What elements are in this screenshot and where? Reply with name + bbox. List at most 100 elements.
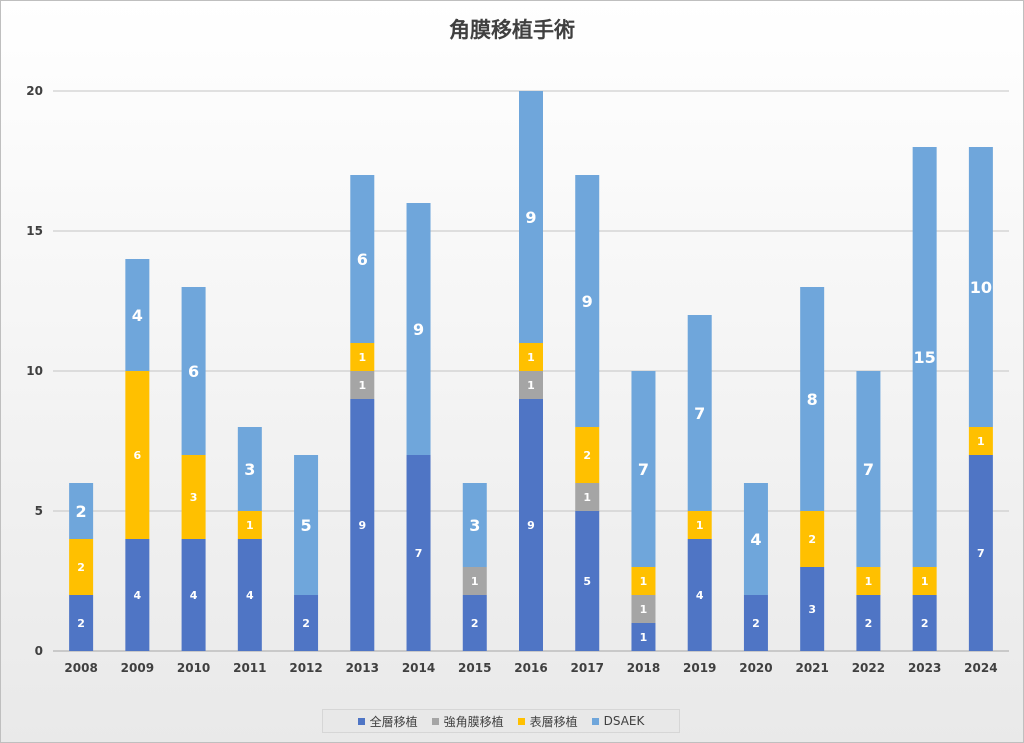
bar-segment [125, 259, 150, 371]
legend-swatch [431, 717, 439, 725]
bar-segment [237, 427, 262, 511]
data-label: 7 [863, 460, 874, 479]
bar-segment [294, 455, 319, 595]
bar-segment [631, 371, 656, 567]
x-tick-label: 2015 [458, 661, 491, 675]
data-label: 2 [77, 617, 85, 630]
data-label: 1 [583, 491, 591, 504]
data-label: 1 [865, 575, 873, 588]
data-label: 2 [76, 502, 87, 521]
x-axis-ticks: 2008 2009 2010 2011 2012 2013 2014 2015 2016 2017… [64, 661, 997, 675]
bar-segment [631, 595, 656, 623]
legend-label: 全層移植 [369, 714, 418, 729]
data-label: 9 [413, 320, 424, 339]
data-label: 6 [188, 362, 199, 381]
bars: 2 2 2 4 6 4 4 3 6 4 1 3 2 5 9 1 1 6 7 9 2 1 3 9 1 1 9 5 1 2 9 1 1 1 7 4 1 7 2 4… [69, 91, 993, 651]
chart-title: 角膜移植手術 [449, 18, 575, 42]
bar-segment [237, 539, 262, 651]
data-label: 3 [244, 460, 255, 479]
bar-segment [519, 371, 543, 399]
x-tick-label: 2014 [402, 661, 435, 675]
bar-segment [237, 511, 262, 539]
x-tick-label: 2022 [852, 661, 885, 675]
bar-segment [69, 483, 94, 539]
legend-label: 強角膜移植 [443, 714, 504, 729]
data-label: 9 [527, 519, 535, 532]
data-label: 4 [190, 589, 198, 602]
bar-segment [968, 455, 993, 651]
bar-segment [968, 147, 993, 427]
data-label: 9 [525, 208, 536, 227]
bar-segment [687, 539, 712, 651]
bar-segment [519, 91, 543, 343]
x-tick-label: 2019 [683, 661, 716, 675]
data-label: 1 [246, 519, 254, 532]
bar-segment [631, 567, 656, 595]
data-label: 1 [921, 575, 929, 588]
bar-segment [406, 203, 431, 455]
x-tick-label: 2018 [627, 661, 660, 675]
data-label: 7 [694, 404, 705, 423]
data-label: 1 [696, 519, 704, 532]
data-label: 9 [358, 519, 366, 532]
bar-segment [968, 427, 993, 455]
bar-segment [69, 595, 94, 651]
bar-segment [575, 511, 600, 651]
bar-segment [856, 371, 881, 567]
bar-segment [350, 343, 375, 371]
bar-segment [743, 483, 768, 595]
bar-segment [181, 455, 206, 539]
data-label: 1 [358, 379, 366, 392]
bar-segment [350, 175, 375, 343]
y-tick-label: 10 [26, 364, 43, 378]
data-label: 4 [750, 530, 761, 549]
bar-segment [181, 287, 206, 455]
data-label: 2 [471, 617, 479, 630]
bar-segment [912, 147, 937, 567]
data-label: 1 [640, 631, 648, 644]
legend-swatch [517, 717, 525, 725]
bar-segment [519, 399, 543, 651]
data-label: 7 [977, 547, 985, 560]
y-axis-ticks: 0 5 10 15 20 [26, 84, 43, 658]
bar-segment [350, 371, 375, 399]
bar-segment [912, 595, 937, 651]
x-tick-label: 2012 [289, 661, 322, 675]
bar-segment [743, 595, 768, 651]
bar-segment [125, 371, 150, 539]
bar-segment [575, 483, 600, 511]
y-tick-label: 15 [26, 224, 43, 238]
data-label: 10 [970, 278, 992, 297]
bar-segment [462, 483, 487, 567]
data-label: 3 [190, 491, 198, 504]
bar-segment [856, 567, 881, 595]
legend-item-dsaek: DSAEK [591, 714, 644, 728]
bar-segment [800, 567, 825, 651]
bar-segment [69, 539, 94, 595]
legend-label: 表層移植 [529, 714, 578, 729]
bar-segment [462, 595, 487, 651]
bar-segment [181, 539, 206, 651]
y-tick-label: 5 [35, 504, 43, 518]
legend-swatch [357, 717, 365, 725]
data-label: 1 [471, 575, 479, 588]
legend-item-kyoukakumaku: 強角膜移植 [431, 713, 504, 730]
x-tick-label: 2020 [739, 661, 772, 675]
bar-segment [575, 427, 600, 483]
data-label: 4 [132, 306, 143, 325]
y-tick-label: 0 [35, 644, 43, 658]
data-label: 1 [640, 575, 648, 588]
data-label: 1 [977, 435, 985, 448]
data-label: 2 [302, 617, 310, 630]
x-tick-label: 2008 [64, 661, 97, 675]
legend-swatch [591, 717, 599, 725]
bar-segment [687, 511, 712, 539]
data-label: 3 [469, 516, 480, 535]
data-label: 6 [357, 250, 368, 269]
data-label: 2 [77, 561, 85, 574]
data-label: 5 [300, 516, 311, 535]
data-label: 4 [246, 589, 254, 602]
data-label: 1 [527, 351, 535, 364]
legend-item-zensou: 全層移植 [357, 713, 418, 730]
